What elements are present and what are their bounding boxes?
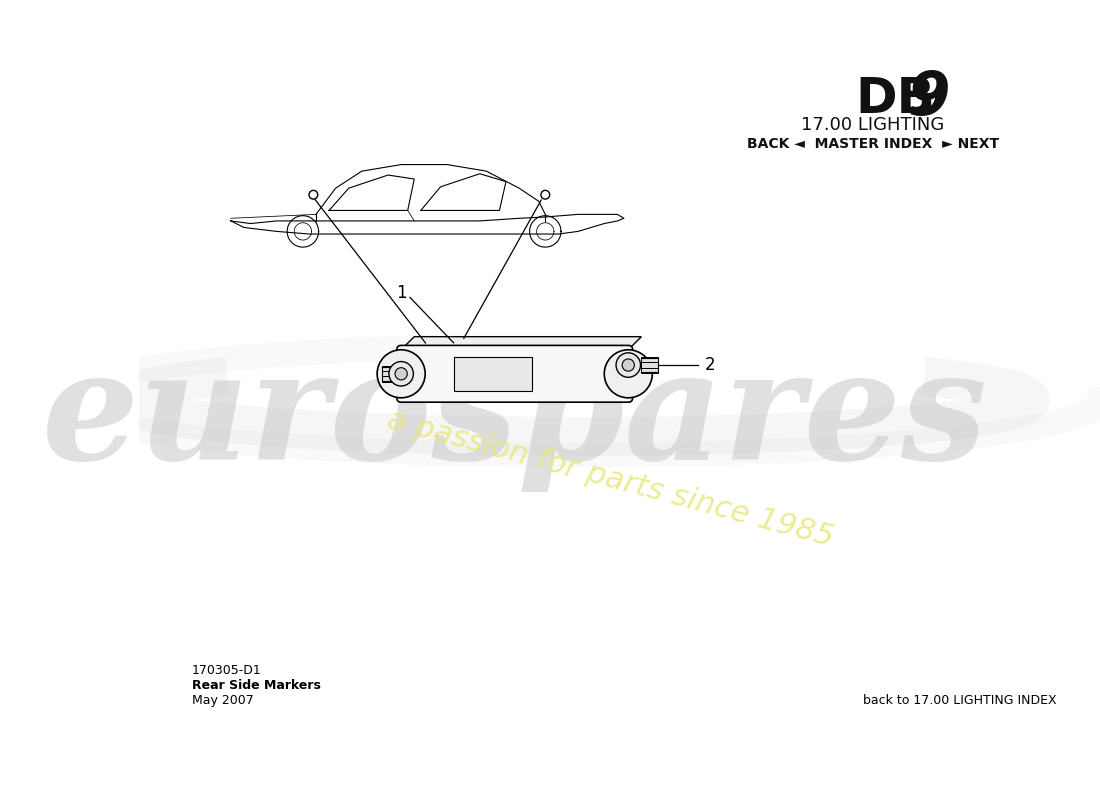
- Circle shape: [541, 190, 550, 199]
- Circle shape: [604, 350, 652, 398]
- Bar: [382, 366, 396, 371]
- Text: 2: 2: [705, 356, 716, 374]
- Text: 170305-D1: 170305-D1: [191, 664, 262, 678]
- Circle shape: [377, 350, 426, 398]
- Text: a passion for parts since 1985: a passion for parts since 1985: [384, 405, 837, 552]
- Text: DB: DB: [856, 74, 935, 122]
- Text: Rear Side Markers: Rear Side Markers: [191, 679, 320, 692]
- Text: May 2007: May 2007: [191, 694, 253, 707]
- Bar: [640, 362, 658, 368]
- Text: BACK ◄  MASTER INDEX  ► NEXT: BACK ◄ MASTER INDEX ► NEXT: [747, 137, 999, 151]
- Bar: [640, 357, 658, 362]
- Bar: [382, 377, 396, 382]
- Polygon shape: [402, 337, 641, 350]
- Bar: [453, 357, 532, 391]
- Text: eurospares: eurospares: [42, 343, 988, 492]
- Circle shape: [309, 190, 318, 199]
- Bar: [382, 371, 396, 377]
- Circle shape: [389, 362, 414, 386]
- Text: 17.00 LIGHTING: 17.00 LIGHTING: [801, 116, 945, 134]
- FancyBboxPatch shape: [397, 346, 632, 402]
- Circle shape: [616, 353, 640, 378]
- Bar: [640, 368, 658, 373]
- Text: 1: 1: [396, 284, 407, 302]
- Text: 9: 9: [908, 69, 950, 128]
- Text: back to 17.00 LIGHTING INDEX: back to 17.00 LIGHTING INDEX: [862, 694, 1056, 707]
- Circle shape: [395, 368, 407, 380]
- Circle shape: [623, 359, 635, 371]
